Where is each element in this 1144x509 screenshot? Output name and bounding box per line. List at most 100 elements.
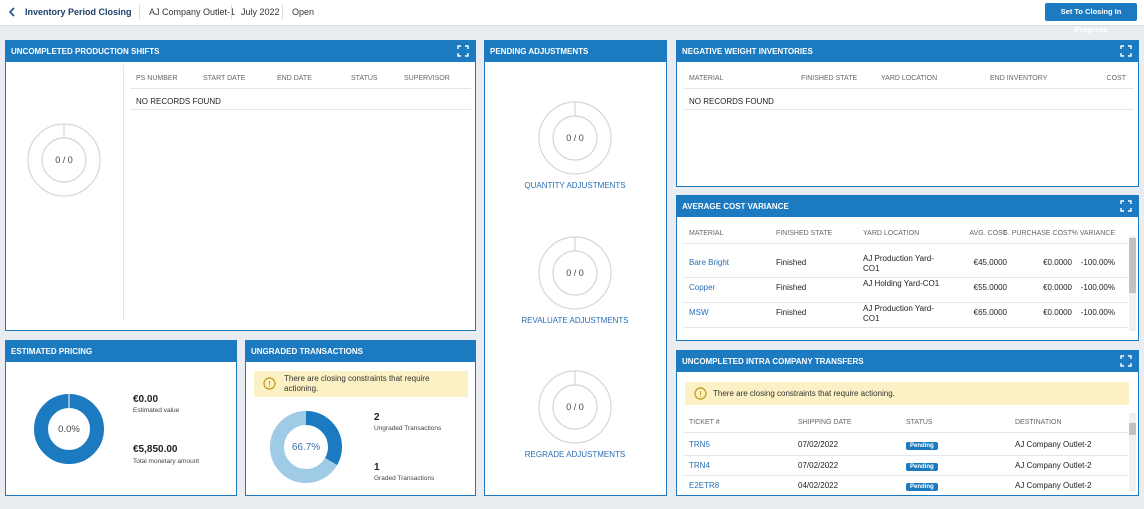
status-badge: Pending	[906, 462, 938, 471]
cell: Finished	[776, 308, 807, 317]
status-badge: Pending	[906, 483, 938, 491]
adjustment-link[interactable]: REVALUATE ADJUSTMENTS	[521, 315, 629, 325]
cell: Finished	[776, 258, 807, 267]
donut-label: 0.0%	[58, 424, 80, 435]
transactions-donut: 66.7%	[270, 411, 342, 483]
row-divider	[683, 109, 1134, 110]
column-header: PS NUMBER	[136, 75, 178, 82]
empty-message: NO RECORDS FOUND	[136, 97, 221, 106]
column-header: G. PURCHASE COST	[1002, 230, 1072, 237]
estimated-value-label: Estimated value	[133, 407, 180, 414]
header-divider	[683, 432, 1128, 433]
row-link[interactable]: MSW	[689, 308, 709, 317]
negative-weight-panel: NEGATIVE WEIGHT INVENTORIES MATERIAL FINI…	[676, 40, 1139, 187]
outlet: AJ Company Outlet-1	[149, 7, 236, 17]
column-header: SUPERVISOR	[404, 75, 450, 82]
column-header: START DATE	[203, 75, 246, 82]
column-header: MATERIAL	[689, 230, 724, 237]
ungraded-count: 2	[374, 412, 380, 423]
column-header: STATUS	[906, 419, 933, 426]
donut: 0 / 0	[27, 123, 101, 197]
cell: €0.0000	[1043, 283, 1072, 292]
scrollbar[interactable]	[1129, 413, 1136, 491]
svg-text:!: !	[268, 380, 271, 389]
header-divider	[683, 243, 1128, 244]
donut-label: 0 / 0	[566, 268, 584, 278]
status: Open	[292, 7, 315, 17]
row-divider	[130, 109, 471, 110]
cell: €0.0000	[1043, 308, 1072, 317]
column-header: END DATE	[277, 75, 312, 82]
row-divider	[683, 302, 1128, 303]
expand-button[interactable]	[1120, 355, 1132, 367]
adjustment-link[interactable]: REGRADE ADJUSTMENTS	[524, 450, 626, 459]
column-header: SHIPPING DATE	[798, 419, 852, 426]
row-link[interactable]: Copper	[689, 283, 716, 292]
cell: €55.0000	[973, 283, 1007, 292]
warning: ! There are closing constraints that req…	[254, 371, 468, 397]
row-divider	[683, 496, 1128, 497]
cell: 04/02/2022	[798, 481, 839, 490]
cell: AJ Production Yard-CO1	[863, 304, 934, 323]
donut: 0 / 0	[538, 235, 612, 310]
row-divider	[683, 475, 1128, 476]
adjustment-link[interactable]: QUANTITY ADJUSTMENTS	[524, 181, 626, 190]
production-shifts-panel: UNCOMPLETED PRODUCTION SHIFTS 0 / 0 PS NU…	[5, 40, 476, 331]
column-header: FINISHED STATE	[776, 230, 833, 237]
cell: AJ Company Outlet-2	[1015, 440, 1092, 449]
column-header: TICKET #	[689, 419, 720, 426]
column-header: YARD LOCATION	[863, 230, 920, 237]
column-header: END INVENTORY	[990, 75, 1048, 82]
back-button[interactable]	[8, 7, 16, 17]
warning-text: There are closing constraints that requi…	[713, 389, 895, 398]
total-amount: €5,850.00	[133, 444, 178, 455]
status-cell: Pending	[906, 481, 938, 492]
column-header: YARD LOCATION	[881, 75, 938, 82]
average-cost-variance-panel: AVERAGE COST VARIANCE MATERIAL FINISHED S…	[676, 195, 1139, 341]
column-header: COST	[1106, 75, 1126, 82]
status-badge: Pending	[906, 442, 938, 450]
row-link[interactable]: TRN5	[689, 440, 710, 449]
expand-button[interactable]	[1120, 45, 1132, 57]
panel-title: UNCOMPLETED INTRA COMPANY TRANSFERS	[677, 351, 1138, 372]
column-header: STATUS	[351, 75, 378, 82]
closing-button[interactable]: Set To Closing In Progress	[1045, 3, 1137, 34]
row-link[interactable]: E2ETR8	[689, 481, 720, 490]
row-link[interactable]: Bare Bright	[689, 258, 730, 267]
donut-label: 0 / 0	[55, 155, 73, 165]
ungraded-label: Ungraded Transactions	[374, 425, 442, 432]
top-bar: Inventory Period Closing AJ Company Outl…	[0, 0, 1144, 34]
ungraded-arc	[270, 411, 342, 483]
status-cell: Pending	[906, 440, 938, 451]
pricing-donut: 0.0%	[34, 394, 104, 464]
svg-text:!: !	[699, 390, 702, 399]
estimated-pricing-panel: ESTIMATED PRICING €0.00 Estimated value …	[5, 340, 237, 496]
empty-message: NO RECORDS FOUND	[689, 97, 774, 106]
row-link[interactable]: TRN4	[689, 460, 710, 470]
graded-count: 1	[374, 462, 380, 473]
donut-label: 66.7%	[292, 442, 320, 453]
cell: AJ Company Outlet-2	[1015, 460, 1092, 470]
cell: Finished	[776, 283, 807, 292]
expand-button[interactable]	[1120, 200, 1132, 212]
status-cell: Pending	[906, 461, 938, 472]
column-header: DESTINATION	[1015, 419, 1062, 426]
panel-title: PENDING ADJUSTMENTS	[485, 41, 666, 62]
total-amount-label: Total monetary amount	[133, 458, 200, 465]
cell: 07/02/2022	[798, 440, 839, 449]
column-header: FINISHED STATE	[801, 75, 858, 82]
column-header: AVG. COST	[969, 230, 1007, 237]
cell: €45.0000	[973, 258, 1007, 267]
period: July 2022	[241, 7, 280, 17]
estimated-value: €0.00	[133, 394, 159, 405]
cell: AJ Holding Yard-CO1	[863, 279, 940, 288]
expand-button[interactable]	[457, 45, 469, 57]
cell: -100.00%	[1080, 283, 1115, 292]
cell: €0.0000	[1043, 258, 1072, 267]
cell: -100.00%	[1080, 308, 1115, 317]
scrollbar[interactable]	[1129, 236, 1136, 331]
panel-title: UNGRADED TRANSACTIONS	[246, 341, 475, 362]
intra-company-transfers-panel: UNCOMPLETED INTRA COMPANY TRANSFERS ! Th…	[676, 350, 1139, 496]
row-divider	[683, 327, 1128, 328]
